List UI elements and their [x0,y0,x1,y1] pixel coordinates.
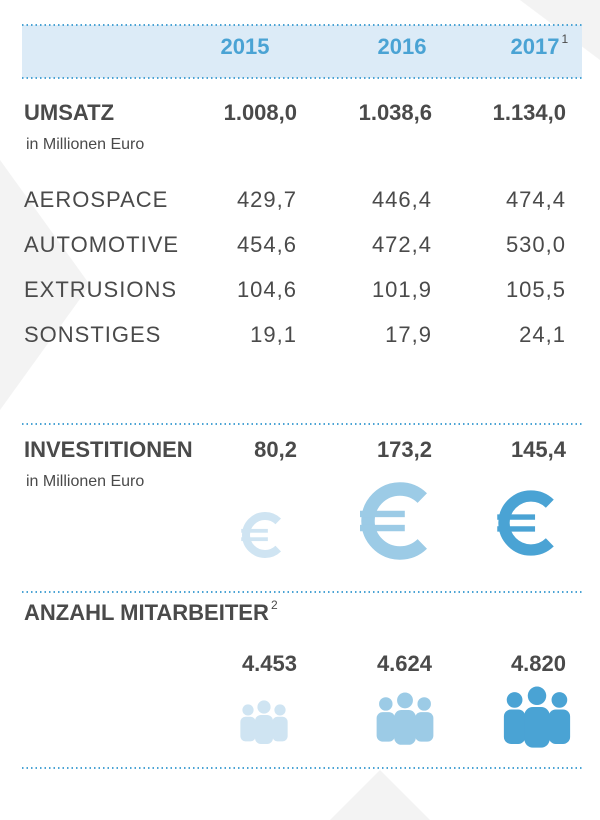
row-value: 105,5 [506,277,566,302]
section-title: UMSATZ [24,100,114,125]
person-body [548,709,571,744]
person-body [524,707,550,748]
euro-icon [360,482,427,560]
people-icon [240,700,288,744]
header-band [22,25,582,78]
total-value: 1.038,6 [359,100,432,125]
section-title: ANZAHL MITARBEITER [24,600,269,625]
total-value: 4.453 [242,651,297,676]
section-unit: in Millionen Euro [26,473,144,490]
row-label: AUTOMOTIVE [24,232,179,257]
section-title: INVESTITIONEN [24,437,193,462]
person-head [257,700,271,714]
person-head [527,686,547,706]
people-icon [503,686,571,748]
euro-arc [242,512,282,558]
row-label: SONSTIGES [24,322,161,347]
total-value: 4.820 [511,651,566,676]
person-body [272,716,288,742]
column-year: 2017 [511,34,560,59]
person-head [417,697,431,711]
person-body [255,715,273,744]
total-value: 4.624 [377,651,433,676]
row-value: 19,1 [250,322,297,347]
euro-arc [361,482,427,560]
person-head [551,692,568,708]
row-value: 101,9 [372,277,432,302]
footnote-marker: 2 [271,598,278,612]
row-value: 429,7 [237,187,297,212]
row-value: 104,6 [237,277,297,302]
person-head [274,704,286,716]
row-value: 530,0 [506,232,566,257]
euro-bar [241,537,268,542]
euro-bar [497,514,536,520]
person-body [394,710,416,745]
person-head [242,704,254,716]
person-body [376,712,395,742]
row-value: 472,4 [372,232,432,257]
row-value: 446,4 [372,187,432,212]
person-body [503,709,526,744]
total-value: 173,2 [377,437,432,462]
column-year: 2016 [378,34,427,59]
euro-arc [498,490,554,556]
footnote-marker: 1 [561,32,568,46]
row-value: 474,4 [506,187,566,212]
person-head [379,697,393,711]
person-head [397,692,413,709]
person-body [240,716,256,742]
euro-icon [241,512,282,558]
total-value: 1.008,0 [224,100,297,125]
row-label: EXTRUSIONS [24,277,177,302]
column-year: 2015 [221,34,270,59]
row-value: 454,6 [237,232,297,257]
total-value: 145,4 [511,437,567,462]
euro-bar [241,528,268,533]
euro-bar [497,526,536,532]
background-shape [0,160,90,410]
section-unit: in Millionen Euro [26,136,144,153]
people-icon [376,692,434,745]
person-head [506,692,523,708]
total-value: 80,2 [254,437,297,462]
row-label: AEROSPACE [24,187,168,212]
row-value: 24,1 [519,322,566,347]
background-shape [330,770,430,820]
row-value: 17,9 [385,322,432,347]
euro-icon [497,490,554,556]
total-value: 1.134,0 [493,100,566,125]
euro-bar [360,524,405,532]
euro-bar [360,510,405,518]
person-body [415,712,434,742]
